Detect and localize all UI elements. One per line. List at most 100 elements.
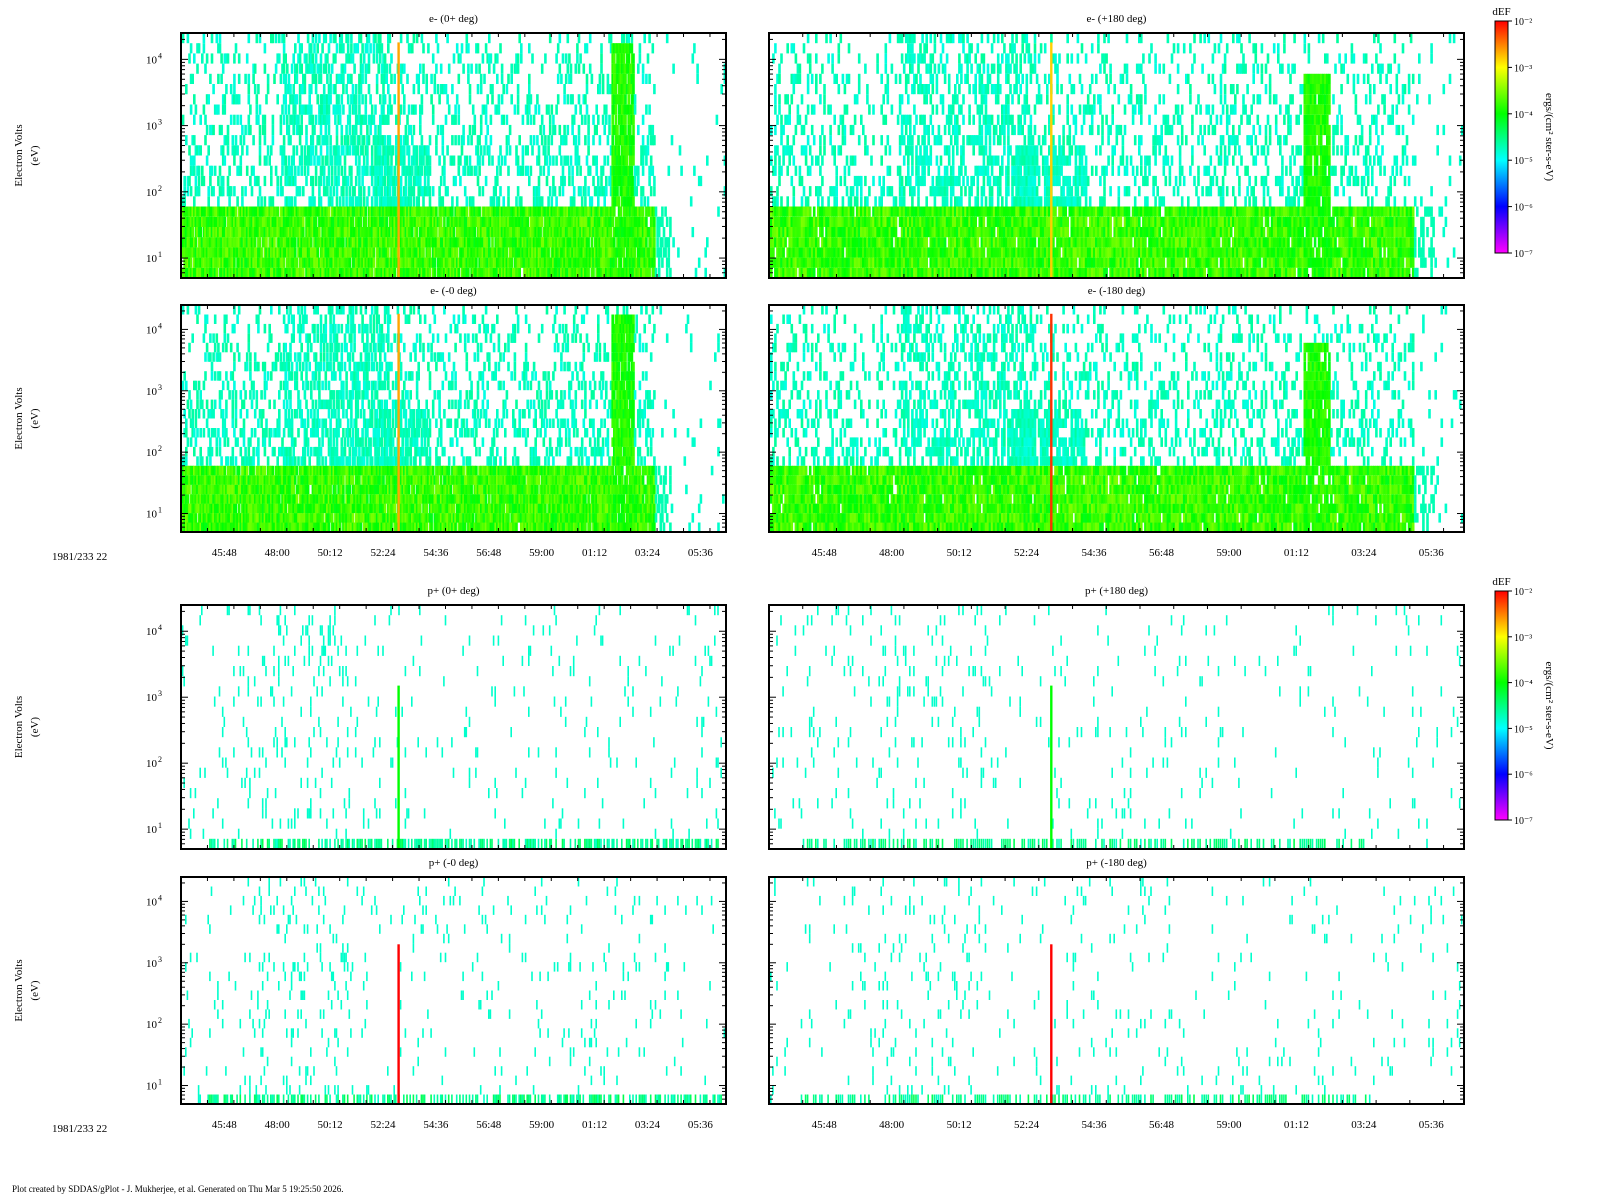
data-cell [189,237,193,248]
data-cell [603,196,606,207]
data-cell [305,155,308,166]
data-cell [326,175,329,187]
data-cell [847,196,851,207]
data-cell [483,206,486,217]
data-cell [375,84,379,95]
data-cell [907,206,910,217]
data-cell [823,135,826,146]
data-cell [311,73,315,84]
data-cell [313,237,316,248]
data-cell [431,216,435,227]
data-cell [407,165,411,176]
data-cell [784,257,787,268]
data-cell [804,237,808,248]
data-cell [595,267,598,278]
data-cell [491,196,494,207]
data-cell [882,94,885,105]
data-cell [526,206,529,217]
data-cell [800,145,804,156]
data-cell [911,135,914,146]
data-cell [556,247,560,258]
data-cell [585,257,589,268]
data-cell [774,216,777,227]
data-cell [257,114,260,125]
data-cell [395,247,398,258]
data-cell [890,186,894,197]
data-cell [370,155,374,166]
data-cell [282,33,286,44]
data-cell [837,237,841,248]
data-cell [345,227,348,238]
data-cell [919,73,922,84]
data-cell [308,43,311,54]
data-cell [345,175,348,187]
data-cell [888,165,892,176]
data-cell [954,206,957,217]
data-cell [547,267,550,278]
data-cell [306,63,310,74]
data-cell [484,216,488,227]
data-cell [202,247,206,258]
data-cell [923,145,926,156]
data-cell [356,257,360,268]
data-cell [433,247,437,258]
data-cell [338,114,342,125]
data-cell [372,53,376,64]
data-cell [827,247,830,258]
data-cell [951,186,955,197]
data-cell [223,237,227,248]
data-cell [630,84,634,95]
data-cell [539,267,542,278]
data-cell [194,175,198,187]
data-cell [500,114,504,125]
data-cell [478,227,481,238]
data-cell [808,247,812,258]
data-cell [941,216,945,227]
data-cell [576,155,579,166]
data-cell [354,196,358,207]
data-cell [780,206,783,217]
data-cell [614,94,618,105]
data-cell [241,124,244,136]
data-cell [295,73,299,84]
data-cell [529,94,533,105]
data-cell [435,237,438,248]
data-cell [951,145,955,156]
data-cell [886,247,890,258]
data-cell [648,267,651,278]
data-cell [356,216,360,227]
data-cell [401,145,404,156]
data-cell [794,206,798,217]
data-cell [271,114,275,125]
data-cell [558,247,562,258]
data-cell [880,216,883,227]
data-cell [784,114,787,125]
data-cell [649,257,653,268]
data-cell [390,267,393,278]
data-cell [484,267,488,278]
data-cell [786,227,789,238]
data-cell [404,135,408,146]
data-cell [321,237,324,248]
data-cell [622,227,626,238]
data-cell [622,175,626,187]
data-cell [423,175,427,187]
data-cell [513,227,517,238]
data-cell [898,94,902,105]
data-cell [395,175,398,187]
data-cell [185,206,188,217]
data-cell [782,227,785,238]
data-cell [441,145,445,156]
data-cell [318,267,321,278]
data-cell [515,63,518,74]
data-cell [242,237,246,248]
data-cell [601,206,605,217]
data-cell [476,227,480,238]
data-cell [447,227,451,238]
data-cell [904,145,908,156]
data-cell [366,247,369,258]
data-cell [839,175,843,187]
data-cell [321,155,324,166]
data-cell [817,257,820,268]
data-cell [622,145,626,156]
